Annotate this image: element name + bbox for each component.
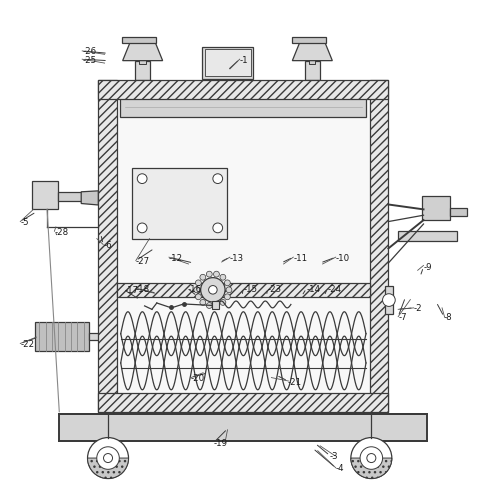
Text: -16: -16 bbox=[188, 285, 202, 293]
Text: -17: -17 bbox=[124, 286, 138, 295]
Circle shape bbox=[196, 294, 201, 300]
Text: -1: -1 bbox=[240, 56, 248, 64]
Bar bbox=[202, 48, 253, 80]
Circle shape bbox=[213, 303, 219, 309]
Text: -21: -21 bbox=[288, 377, 302, 386]
Circle shape bbox=[97, 447, 119, 469]
Text: -7: -7 bbox=[398, 312, 407, 322]
Bar bbox=[450, 208, 467, 216]
Bar bbox=[58, 192, 98, 201]
Bar bbox=[384, 286, 393, 315]
Text: -14: -14 bbox=[306, 285, 321, 293]
Bar bbox=[421, 196, 450, 221]
Bar bbox=[292, 38, 326, 43]
Circle shape bbox=[200, 300, 206, 305]
Circle shape bbox=[206, 272, 212, 278]
Circle shape bbox=[206, 303, 212, 309]
Bar bbox=[132, 168, 228, 239]
Text: -11: -11 bbox=[293, 253, 307, 262]
Polygon shape bbox=[87, 458, 128, 479]
Bar bbox=[135, 61, 151, 81]
Bar bbox=[309, 61, 315, 65]
Text: -6: -6 bbox=[103, 241, 112, 249]
Text: -25: -25 bbox=[82, 56, 96, 64]
Bar bbox=[98, 81, 388, 100]
Bar bbox=[117, 100, 370, 393]
Bar bbox=[33, 182, 58, 210]
Circle shape bbox=[137, 174, 147, 184]
Bar bbox=[120, 98, 367, 118]
Bar bbox=[89, 333, 99, 340]
Bar bbox=[139, 61, 146, 65]
Text: -2: -2 bbox=[414, 304, 422, 313]
Text: -5: -5 bbox=[20, 218, 29, 226]
Text: -24: -24 bbox=[328, 285, 341, 293]
Circle shape bbox=[224, 294, 230, 300]
Text: -8: -8 bbox=[444, 312, 453, 322]
Circle shape bbox=[104, 454, 113, 463]
Bar bbox=[122, 38, 156, 43]
Bar bbox=[212, 301, 219, 310]
Polygon shape bbox=[292, 43, 332, 61]
Text: -23: -23 bbox=[267, 285, 282, 293]
Circle shape bbox=[224, 280, 230, 286]
Circle shape bbox=[194, 287, 200, 293]
Text: -10: -10 bbox=[336, 253, 350, 262]
Circle shape bbox=[87, 438, 128, 479]
Text: -28: -28 bbox=[54, 227, 69, 236]
Circle shape bbox=[382, 294, 395, 307]
Polygon shape bbox=[81, 191, 98, 205]
Bar bbox=[36, 323, 89, 351]
Circle shape bbox=[213, 174, 223, 184]
Text: -19: -19 bbox=[214, 438, 228, 447]
Polygon shape bbox=[351, 458, 392, 479]
Text: -27: -27 bbox=[136, 257, 150, 265]
Bar bbox=[98, 393, 388, 412]
Bar bbox=[117, 283, 370, 298]
Circle shape bbox=[226, 287, 232, 293]
Bar bbox=[59, 414, 427, 441]
Text: -3: -3 bbox=[330, 451, 338, 460]
Circle shape bbox=[367, 454, 376, 463]
Text: -20: -20 bbox=[191, 373, 205, 382]
Text: -9: -9 bbox=[423, 263, 432, 272]
Bar bbox=[304, 61, 320, 81]
Bar bbox=[370, 81, 388, 412]
Text: -4: -4 bbox=[336, 463, 344, 472]
Circle shape bbox=[196, 280, 201, 286]
Circle shape bbox=[200, 275, 206, 281]
Bar bbox=[398, 232, 456, 242]
Circle shape bbox=[351, 438, 392, 479]
Circle shape bbox=[213, 272, 219, 278]
Circle shape bbox=[208, 286, 217, 294]
Polygon shape bbox=[123, 43, 163, 61]
Bar bbox=[205, 50, 251, 77]
Text: -13: -13 bbox=[230, 253, 244, 262]
Circle shape bbox=[220, 300, 226, 305]
Circle shape bbox=[213, 224, 223, 233]
Text: -12: -12 bbox=[169, 253, 183, 262]
Circle shape bbox=[360, 447, 383, 469]
Text: -18: -18 bbox=[136, 285, 150, 293]
Circle shape bbox=[220, 275, 226, 281]
Text: -26: -26 bbox=[82, 47, 96, 56]
Circle shape bbox=[137, 224, 147, 233]
Text: -15: -15 bbox=[243, 285, 257, 293]
Text: -22: -22 bbox=[20, 339, 35, 348]
Bar bbox=[98, 81, 117, 412]
Circle shape bbox=[201, 278, 225, 303]
